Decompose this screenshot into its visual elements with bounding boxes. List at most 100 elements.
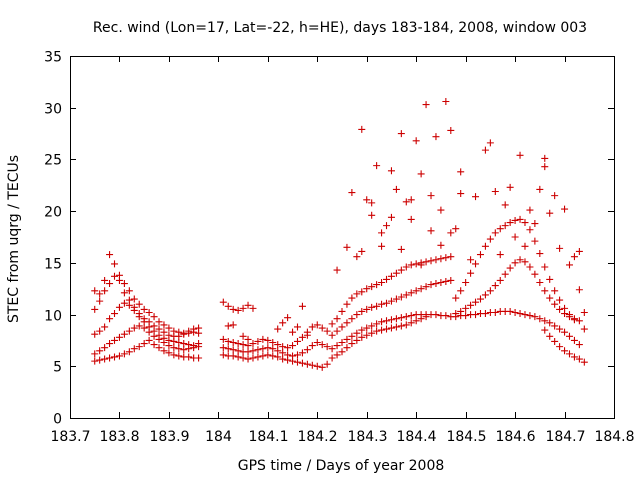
data-point bbox=[551, 287, 559, 295]
data-point bbox=[313, 321, 321, 329]
data-point bbox=[328, 331, 336, 339]
data-point bbox=[422, 101, 430, 109]
data-point bbox=[224, 302, 232, 310]
data-point bbox=[219, 335, 227, 343]
data-point bbox=[239, 304, 247, 312]
data-point bbox=[546, 275, 554, 283]
data-point bbox=[298, 359, 306, 367]
data-point bbox=[511, 216, 519, 224]
data-point bbox=[293, 323, 301, 331]
data-point bbox=[432, 311, 440, 319]
data-point bbox=[229, 305, 237, 313]
data-point bbox=[140, 324, 148, 332]
data-point bbox=[279, 343, 287, 351]
data-point bbox=[387, 297, 395, 305]
data-point bbox=[476, 295, 484, 303]
data-point bbox=[521, 242, 529, 250]
data-point bbox=[229, 346, 237, 354]
data-point bbox=[570, 253, 578, 261]
data-point bbox=[570, 336, 578, 344]
data-point bbox=[343, 243, 351, 251]
data-point bbox=[447, 229, 455, 237]
data-point bbox=[219, 344, 227, 352]
data-point bbox=[289, 342, 297, 350]
data-point bbox=[575, 355, 583, 363]
data-point bbox=[501, 270, 509, 278]
data-point bbox=[115, 303, 123, 311]
data-point bbox=[556, 305, 564, 313]
data-point bbox=[526, 312, 534, 320]
data-point bbox=[511, 233, 519, 241]
data-point bbox=[472, 260, 480, 268]
data-point bbox=[269, 352, 277, 360]
data-point bbox=[160, 338, 168, 346]
data-point bbox=[348, 294, 356, 302]
data-point bbox=[135, 300, 143, 308]
data-point bbox=[561, 328, 569, 336]
data-point bbox=[130, 345, 138, 353]
data-point bbox=[397, 322, 405, 330]
data-point bbox=[392, 269, 400, 277]
data-point bbox=[546, 209, 554, 217]
data-point bbox=[120, 350, 128, 358]
data-point bbox=[580, 309, 588, 317]
data-point bbox=[546, 294, 554, 302]
data-point bbox=[368, 329, 376, 337]
data-point bbox=[185, 329, 193, 337]
data-point bbox=[467, 269, 475, 277]
x-tick-label: 183.8 bbox=[99, 429, 139, 445]
data-point bbox=[180, 330, 188, 338]
data-point bbox=[170, 337, 178, 345]
data-point bbox=[298, 302, 306, 310]
chart-title: Rec. wind (Lon=17, Lat=-22, h=HE), days … bbox=[93, 20, 587, 36]
data-point bbox=[313, 362, 321, 370]
data-points bbox=[91, 98, 588, 371]
data-point bbox=[541, 163, 549, 171]
data-point bbox=[565, 311, 573, 319]
data-point bbox=[496, 251, 504, 259]
data-point bbox=[190, 328, 198, 336]
data-point bbox=[274, 353, 282, 361]
data-point bbox=[417, 170, 425, 178]
data-point bbox=[407, 312, 415, 320]
data-point bbox=[175, 352, 183, 360]
data-point bbox=[130, 295, 138, 303]
data-point bbox=[556, 343, 564, 351]
data-point bbox=[556, 296, 564, 304]
x-tick-label: 184.8 bbox=[594, 429, 634, 445]
data-point bbox=[358, 307, 366, 315]
data-point bbox=[447, 253, 455, 261]
data-point bbox=[476, 251, 484, 259]
x-tick-label: 184.4 bbox=[396, 429, 436, 445]
data-point bbox=[363, 305, 371, 313]
data-point bbox=[457, 168, 465, 176]
data-point bbox=[467, 256, 475, 264]
data-point bbox=[462, 279, 470, 287]
data-point bbox=[481, 310, 489, 318]
data-point bbox=[363, 331, 371, 339]
data-point bbox=[224, 322, 232, 330]
y-axis-label: STEC from uqrg / TECUs bbox=[6, 155, 22, 323]
data-point bbox=[303, 346, 311, 354]
data-point bbox=[392, 323, 400, 331]
data-point bbox=[383, 275, 391, 283]
data-point bbox=[165, 342, 173, 350]
data-point bbox=[397, 314, 405, 322]
data-point bbox=[175, 345, 183, 353]
data-point bbox=[91, 287, 99, 295]
data-point bbox=[229, 352, 237, 360]
data-point bbox=[353, 311, 361, 319]
data-point bbox=[120, 289, 128, 297]
data-point bbox=[412, 317, 420, 325]
data-point bbox=[289, 357, 297, 365]
data-point bbox=[274, 325, 282, 333]
data-point bbox=[526, 206, 534, 214]
data-point bbox=[120, 330, 128, 338]
data-point bbox=[551, 322, 559, 330]
data-point bbox=[407, 196, 415, 204]
data-point bbox=[328, 320, 336, 328]
data-point bbox=[323, 343, 331, 351]
data-point bbox=[284, 344, 292, 352]
data-point bbox=[91, 305, 99, 313]
data-point bbox=[338, 323, 346, 331]
